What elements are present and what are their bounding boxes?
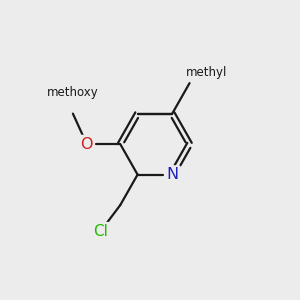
Text: methyl: methyl: [186, 67, 228, 80]
Text: N: N: [166, 167, 178, 182]
Text: methoxy: methoxy: [46, 86, 98, 99]
Text: Cl: Cl: [93, 224, 108, 239]
Text: O: O: [80, 136, 93, 152]
